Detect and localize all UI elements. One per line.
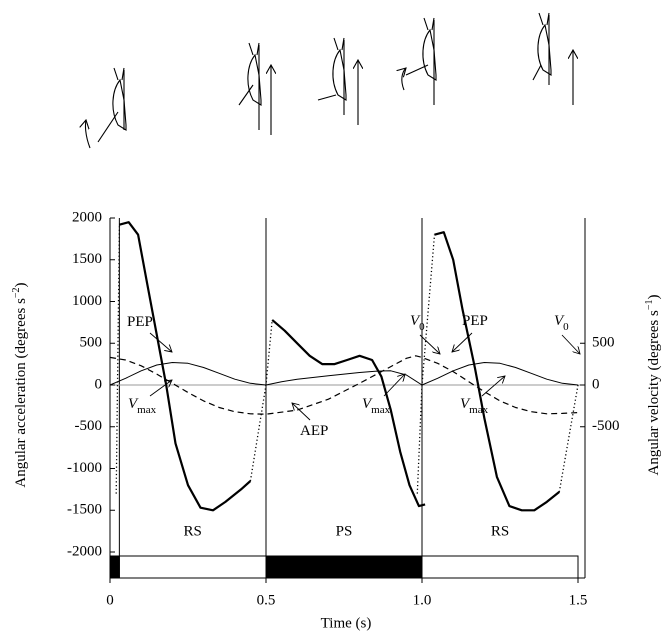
y-tick-label: -500	[75, 418, 103, 434]
x-tick-label: 1.5	[569, 592, 588, 608]
phase-bar	[421, 555, 579, 579]
x-tick-label: 0	[106, 592, 114, 608]
x-tick-label: 0.5	[257, 592, 276, 608]
annotation-arrow	[452, 332, 473, 352]
annotation-sub: max	[469, 404, 488, 416]
annotation-arrow	[149, 380, 172, 397]
phase-label: PS	[336, 523, 353, 539]
y-tick-label: 1500	[72, 251, 102, 267]
y-tick-label: 0	[95, 376, 103, 392]
annotation-sub: max	[137, 404, 156, 416]
phase-bar	[109, 555, 120, 579]
y2-axis-label-part: −1	[644, 300, 655, 311]
annotation-text: PEP	[462, 313, 488, 329]
annotation-arrow	[383, 374, 405, 397]
annotation: AEP	[300, 423, 328, 439]
y-axis-label-part: )	[13, 282, 29, 287]
phase-bar	[265, 555, 423, 579]
y2-tick-label: -500	[592, 418, 620, 434]
crayfish-sketches	[85, 12, 573, 149]
annotation: PEP	[462, 313, 488, 329]
phase-bar	[118, 555, 267, 579]
series-line	[109, 355, 579, 415]
annotation: PEP	[127, 314, 153, 330]
annotation-text: V	[410, 313, 421, 329]
y-tick-label: 1000	[72, 293, 102, 309]
phase-label: RS	[491, 523, 509, 539]
y2-axis-label: Angular velocity (degrees s−1)	[644, 295, 662, 476]
series-line	[109, 362, 579, 386]
annotation: Vmax	[128, 396, 157, 415]
y-axis-label: Angular acceleration (degrees s−2)	[11, 282, 29, 487]
y-tick-label: -2000	[67, 543, 102, 559]
y-tick-label: -1000	[67, 460, 102, 476]
series-line	[119, 221, 560, 512]
y-axis-label-part: Angular acceleration (degrees s	[13, 298, 29, 488]
annotation-arrow	[419, 334, 440, 354]
annotation: V0	[410, 313, 425, 332]
x-axis-label: Time (s)	[321, 615, 372, 631]
annotation-sub: max	[371, 404, 390, 416]
phase-label: RS	[184, 523, 202, 539]
annotation-sub: 0	[419, 321, 425, 333]
annotation-text: V	[128, 396, 139, 412]
annotation-arrow	[149, 332, 172, 352]
y2-tick-label: 500	[592, 335, 615, 351]
annotation-arrow	[561, 334, 580, 354]
annotation: V0	[554, 313, 569, 332]
y2-axis-label-part: Angular velocity (degrees s	[646, 310, 662, 476]
y-tick-label: 2000	[72, 209, 102, 225]
y2-axis-label-part: )	[646, 295, 662, 300]
annotation: Vmax	[362, 396, 391, 415]
annotation-text: V	[460, 396, 471, 412]
annotation-sub: 0	[563, 321, 569, 333]
annotation-arrow	[292, 403, 311, 421]
annotation-text: V	[554, 313, 565, 329]
y2-tick-label: 0	[592, 376, 600, 392]
annotation-arrow	[481, 376, 505, 397]
annotation-text: AEP	[300, 423, 328, 439]
y-tick-label: 500	[80, 335, 103, 351]
y-tick-label: -1500	[67, 502, 102, 518]
annotation: Vmax	[460, 396, 489, 415]
x-tick-label: 1.0	[413, 592, 432, 608]
annotation-text: PEP	[127, 314, 153, 330]
y-axis-label-part: −2	[11, 287, 22, 298]
annotation-text: V	[362, 396, 373, 412]
